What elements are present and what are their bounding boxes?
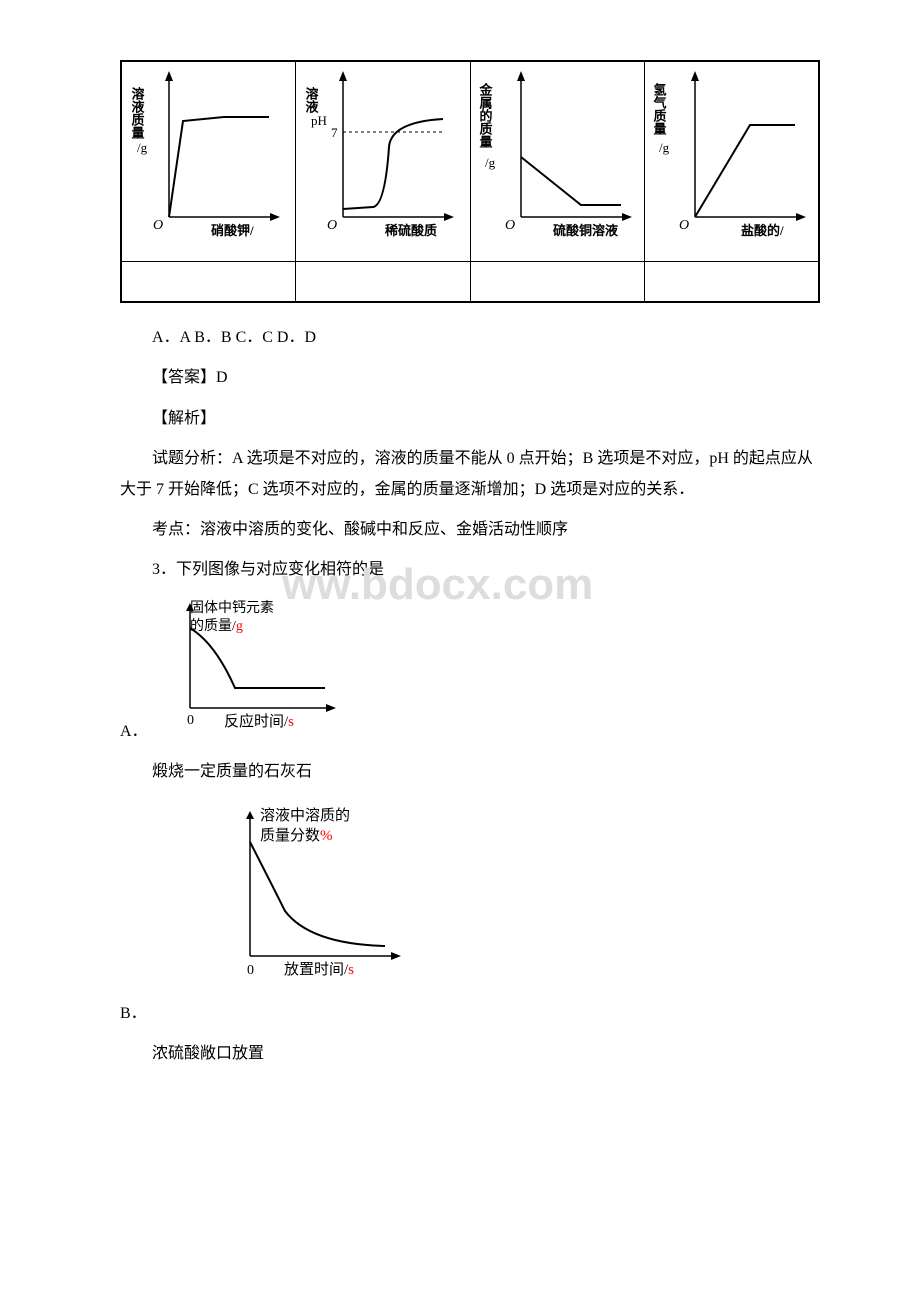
chart-cell-A: 溶液质量 /g O 硝酸钾/ [122, 62, 296, 262]
svg-text:O: O [327, 218, 337, 233]
svg-text:0: 0 [187, 713, 194, 728]
svg-text:稀硫酸质: 稀硫酸质 [385, 223, 437, 238]
svg-text:质量分数%: 质量分数% [260, 827, 333, 844]
svg-text:溶液质量: 溶液质量 [129, 86, 144, 140]
chart-optA: 固体中钙元素 的质量/g 0 反应时间/s [160, 596, 360, 736]
svg-text:O: O [153, 218, 163, 233]
svg-text:pH: pH [311, 113, 327, 128]
svg-text:金属的质量: 金属的质量 [478, 82, 494, 149]
option-line: A．A B．B C．C D．D [120, 323, 820, 353]
chart-cell-B: 7 溶液 pH O 稀硫酸质 [296, 62, 470, 262]
answer-label: 【答案】D [120, 363, 820, 393]
svg-text:O: O [679, 218, 689, 233]
q3-stem: 3．下列图像与对应变化相符的是 ww.bdocx.com [120, 555, 820, 585]
svg-text:硫酸铜溶液: 硫酸铜溶液 [553, 223, 618, 238]
svg-text:放置时间/s: 放置时间/s [284, 961, 354, 978]
chart-D: 氢气质量 /g O 盐酸的/ [651, 62, 811, 252]
kaodian: 考点：溶液中溶质的变化、酸碱中和反应、金婚活动性顺序 [120, 515, 820, 545]
svg-text:0: 0 [247, 963, 254, 978]
svg-text:固体中钙元素: 固体中钙元素 [190, 600, 274, 616]
svg-text:氢气质量: 氢气质量 [652, 82, 667, 136]
optB-prefix: B． [120, 999, 147, 1029]
svg-text:溶液中溶质的: 溶液中溶质的 [260, 807, 350, 824]
svg-text:O: O [505, 218, 515, 233]
chart-B: 7 溶液 pH O 稀硫酸质 [303, 62, 463, 252]
svg-text:溶液: 溶液 [303, 86, 318, 114]
chart-cell-D: 氢气质量 /g O 盐酸的/ [644, 62, 818, 262]
empty-cell-2 [296, 262, 470, 302]
chart-table: 溶液质量 /g O 硝酸钾/ 7 [120, 60, 820, 303]
empty-cell-4 [644, 262, 818, 302]
option-B-chart-row: 溶液中溶质的 质量分数% 0 放置时间/s [210, 798, 820, 999]
svg-text:/g: /g [485, 155, 496, 170]
optA-prefix: A． [120, 717, 148, 747]
empty-cell-1 [122, 262, 296, 302]
q3-stem-text: 3．下列图像与对应变化相符的是 [152, 561, 384, 578]
svg-text:硝酸钾/: 硝酸钾/ [211, 223, 254, 238]
chart-A: 溶液质量 /g O 硝酸钾/ [129, 62, 289, 252]
option-A-row: A． 固体中钙元素 的质量/g 0 反应时间/s [120, 596, 820, 747]
empty-cell-3 [470, 262, 644, 302]
svg-text:/g: /g [137, 140, 148, 155]
chart-optB: 溶液中溶质的 质量分数% 0 放置时间/s [210, 798, 430, 988]
explain-body: 试题分析：A 选项是不对应的，溶液的质量不能从 0 点开始；B 选项是不对应，p… [120, 444, 820, 505]
svg-text:的质量/g: 的质量/g [190, 618, 243, 634]
svg-text:7: 7 [331, 125, 338, 140]
svg-text:/g: /g [659, 140, 670, 155]
svg-text:盐酸的/: 盐酸的/ [741, 223, 784, 238]
chart-cell-C: 金属的质量 /g O 硫酸铜溶液 [470, 62, 644, 262]
optA-caption: 煅烧一定质量的石灰石 [120, 757, 820, 787]
explain-label: 【解析】 [120, 404, 820, 434]
optB-caption: 浓硫酸敞口放置 [120, 1039, 820, 1069]
chart-C: 金属的质量 /g O 硫酸铜溶液 [477, 62, 637, 252]
option-B-prefix-row: B． [120, 999, 820, 1029]
svg-text:反应时间/s: 反应时间/s [224, 712, 294, 730]
